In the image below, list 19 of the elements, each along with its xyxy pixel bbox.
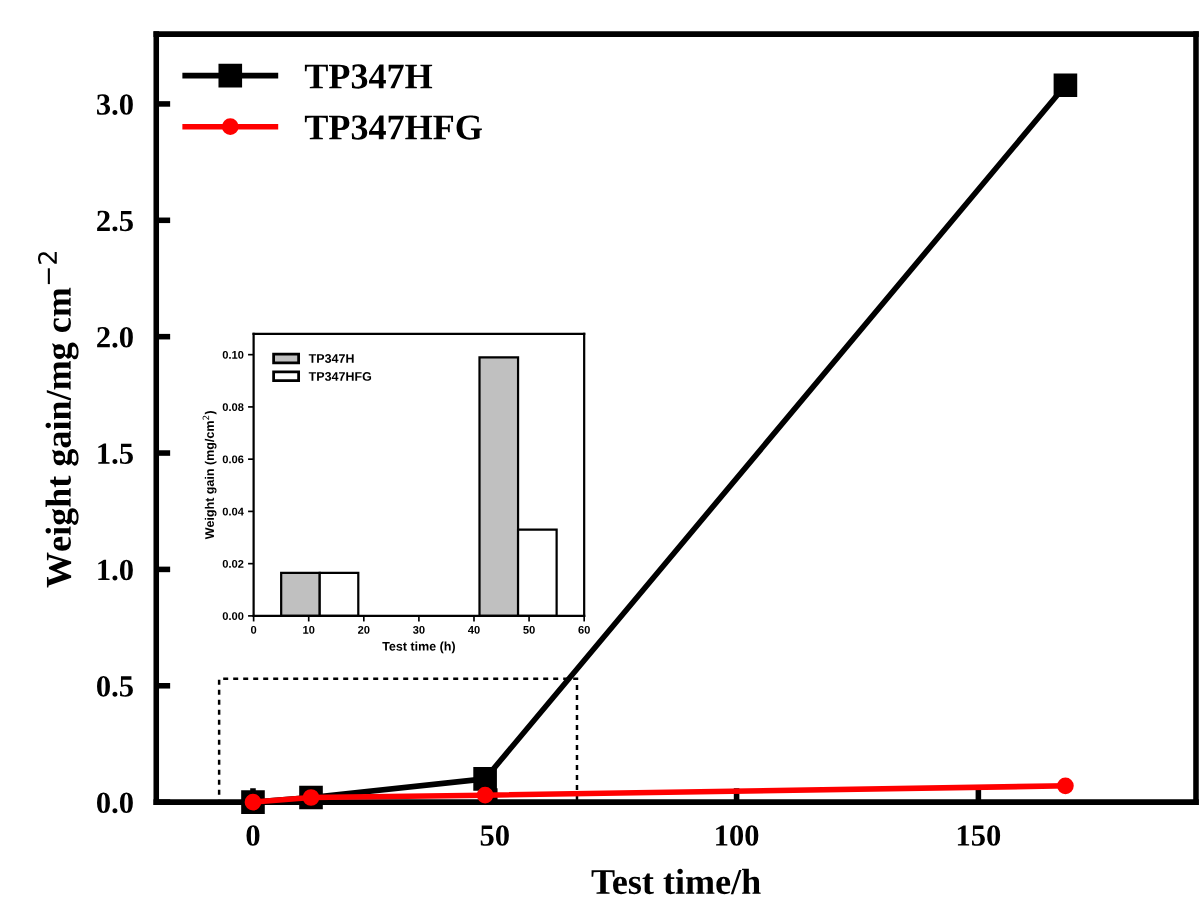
y-tick-label: 3.0 [96,94,133,115]
x-tick-label: 0 [246,825,260,846]
y-tick-label: 2.5 [97,210,133,232]
y-tick-label: 0.5 [97,676,133,697]
x-tick-label: 100 [716,825,759,846]
y-tick-label: 1.0 [98,559,133,581]
y-tick-label: 0.0 [97,792,133,814]
legend-label: TP347H [304,64,433,89]
legend-label: TP347HFG [304,115,482,140]
y-tick-label: 2.0 [97,326,133,348]
y-axis-title: Weight gain/mg cm$^{−2}$ [38,252,79,588]
point [1057,777,1074,795]
y-tick-label: 1.5 [98,443,133,465]
x-tick-label: 150 [957,825,1001,846]
point [1053,73,1078,98]
x-axis-title: Test time/h [591,868,761,895]
x-tick-label: 50 [480,825,509,846]
point [476,786,494,804]
point [473,767,497,791]
